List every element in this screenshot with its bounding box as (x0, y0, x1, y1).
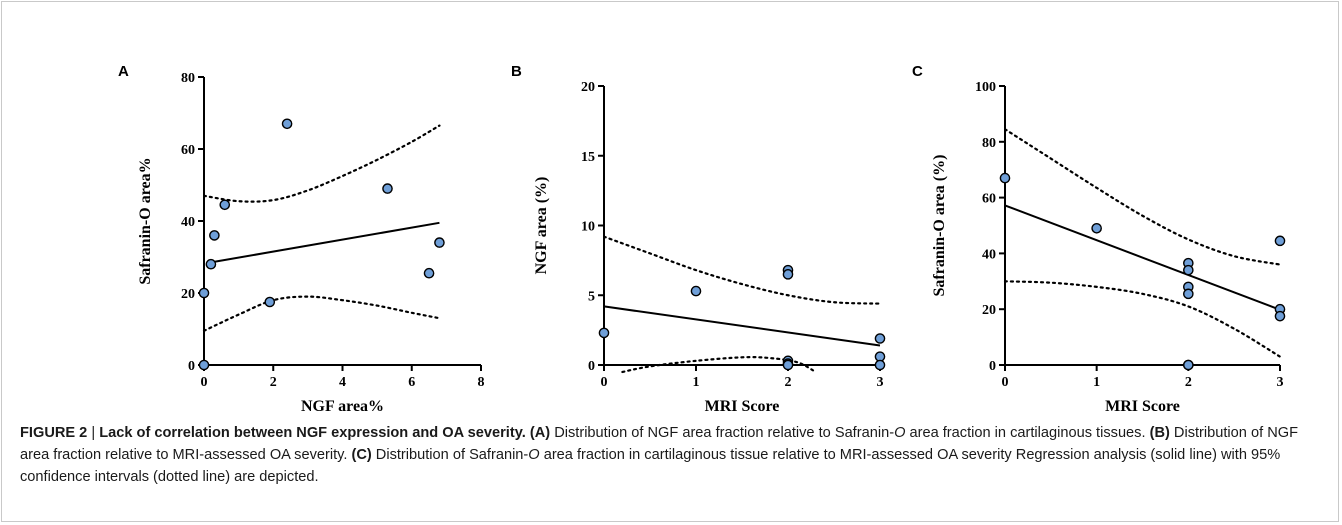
caption-b-text: Distribution of NGF area fraction relati… (20, 425, 1298, 463)
regression-line (603, 305, 881, 347)
ci-upper-line (204, 124, 441, 203)
y-tick-label: 10 (581, 220, 595, 235)
x-tick-label: 3 (1277, 375, 1284, 390)
y-tick-label: 5 (588, 289, 595, 304)
panel-label: B (511, 63, 522, 80)
x-tick-label: 1 (693, 375, 700, 390)
ci-lower-line (621, 356, 817, 374)
caption-a-italic: O (894, 425, 906, 441)
x-axis-label: MRI Score (1105, 398, 1180, 415)
data-point (423, 267, 435, 279)
chart-panel-b: B 0 5 10 15 20 0 1 2 3 MRI Score NGF area (%) (511, 63, 886, 415)
caption-c-italic: O (528, 447, 540, 463)
x-tick-label: 8 (478, 375, 485, 390)
data-point (1274, 235, 1286, 247)
data-point (434, 237, 445, 248)
data-point (219, 199, 231, 211)
data-point (205, 258, 217, 270)
y-axis-label: NGF area (%) (533, 177, 550, 275)
data-point (1183, 288, 1194, 300)
panel-label: A (118, 63, 129, 80)
x-tick-label: 2 (785, 375, 792, 390)
y-tick-label: 40 (181, 215, 195, 230)
x-tick-label: 2 (1185, 375, 1192, 390)
data-point (198, 359, 210, 371)
x-tick-label: 0 (601, 375, 608, 390)
y-tick-label: 100 (975, 80, 996, 95)
data-point (690, 285, 702, 297)
data-point (999, 172, 1011, 184)
y-tick-label: 80 (181, 71, 195, 86)
x-axis-label: MRI Score (705, 398, 780, 415)
chart-panel-c: C 0 20 40 60 80 100 0 1 2 3 MRI Score Safranin-O are… (912, 63, 1286, 415)
y-tick-label: 0 (188, 359, 195, 374)
y-tick-label: 60 (982, 192, 996, 207)
y-axis-label: Safranin-O area (%) (931, 155, 948, 297)
x-tick-label: 3 (877, 375, 884, 390)
ci-lower-line (1003, 280, 1282, 358)
data-point (874, 333, 886, 344)
data-point (1274, 310, 1286, 322)
data-point (598, 327, 610, 339)
data-point (782, 359, 794, 371)
y-tick-label: 80 (982, 136, 996, 151)
caption-a-label: (A) (529, 425, 551, 441)
data-point (1183, 264, 1194, 276)
caption-separator: | (87, 425, 100, 441)
ci-upper-line (604, 235, 882, 305)
x-tick-label: 1 (1093, 375, 1100, 390)
caption-b-label: (B) (1149, 425, 1170, 441)
y-tick-label: 20 (982, 303, 996, 318)
x-tick-label: 2 (270, 375, 277, 390)
caption-figure-label: FIGURE 2 (20, 425, 88, 441)
data-point (281, 118, 293, 130)
regression-line (1004, 204, 1281, 311)
y-tick-label: 20 (581, 80, 595, 95)
ci-lower-line (202, 295, 441, 332)
data-point (264, 296, 276, 308)
x-tick-label: 6 (408, 375, 415, 390)
caption-c-label: (C) (351, 447, 372, 463)
data-point (1183, 359, 1194, 371)
y-tick-label: 60 (181, 143, 195, 158)
caption-c-text-2: area fraction in cartilaginous tissue re… (20, 447, 1281, 485)
y-tick-label: 0 (588, 359, 595, 374)
x-axis-label: NGF area% (301, 398, 384, 415)
caption-a-text-2: area fraction in cartilaginous tissues. (905, 425, 1150, 441)
y-tick-label: 20 (181, 287, 195, 302)
data-point (209, 230, 220, 241)
data-point (782, 269, 794, 280)
y-tick-label: 40 (982, 247, 996, 262)
caption-title: Lack of correlation between NGF expressi… (99, 425, 526, 441)
y-axis-label: Safranin-O area% (137, 157, 154, 284)
caption-c-text-1: Distribution of Safranin- (371, 447, 529, 463)
x-tick-label: 4 (339, 375, 346, 390)
x-tick-label: 0 (1002, 375, 1009, 390)
panel-label: C (912, 63, 923, 80)
data-point (1091, 222, 1102, 234)
chart-panel-a: A 0 20 40 60 80 0 2 4 6 8 NGF area% Safranin-O area% (118, 63, 485, 415)
regression-line (210, 221, 440, 264)
figure-caption: FIGURE 2 | Lack of correlation between N… (20, 422, 1320, 488)
ci-upper-line (1005, 128, 1282, 266)
caption-a-text-1: Distribution of NGF area fraction relati… (550, 425, 895, 441)
data-point (382, 183, 393, 194)
x-tick-label: 0 (201, 375, 208, 390)
data-point (198, 287, 210, 299)
y-tick-label: 0 (989, 359, 996, 374)
y-tick-label: 15 (581, 150, 595, 165)
data-point (874, 359, 886, 371)
